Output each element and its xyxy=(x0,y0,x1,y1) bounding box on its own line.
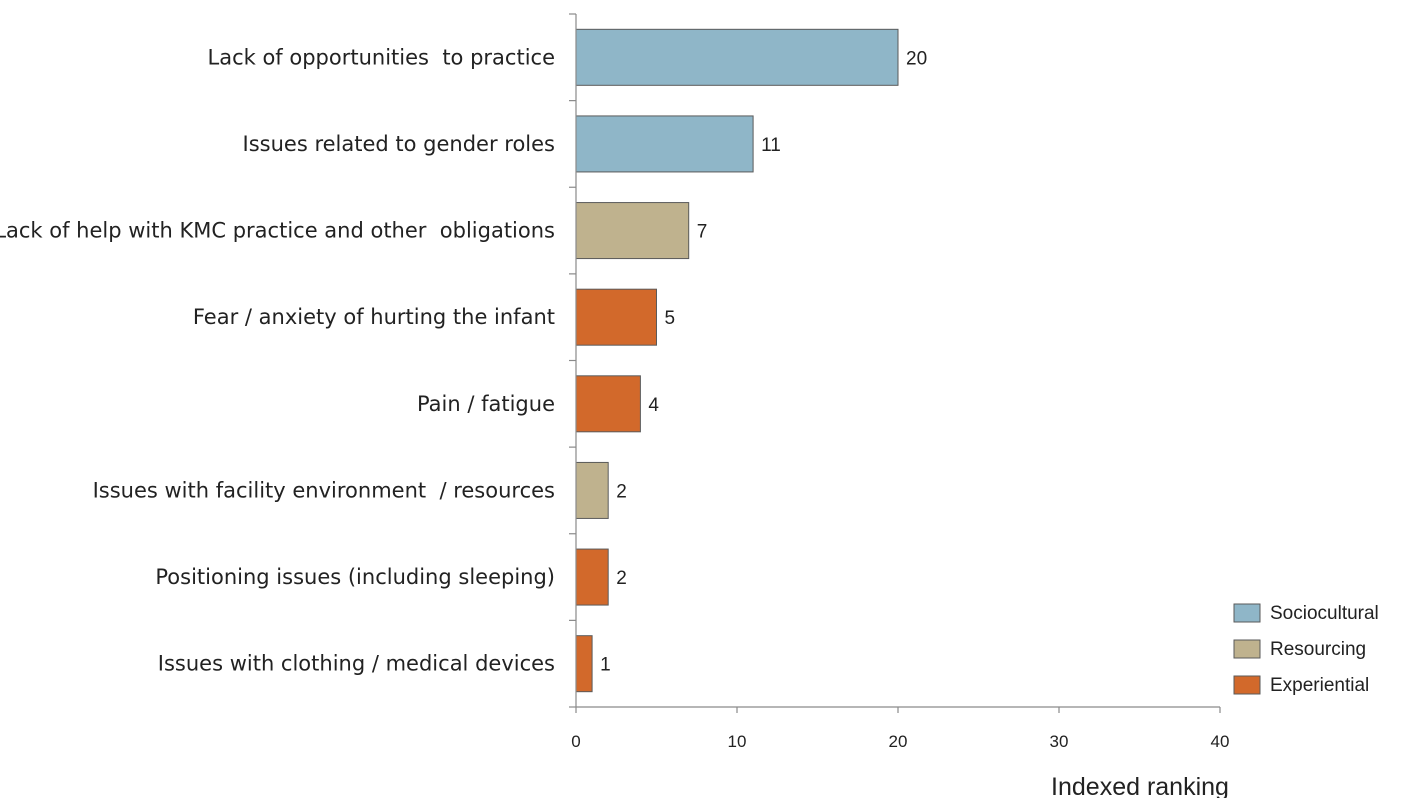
bar-6 xyxy=(575,461,609,519)
value-label-6: 2 xyxy=(616,481,627,502)
category-label-5: Pain / fatigue xyxy=(417,392,555,416)
category-label-8: Issues with clothing / medical devices xyxy=(158,652,555,676)
bars-layer xyxy=(575,28,899,693)
bar-8 xyxy=(575,635,593,693)
x-tick-label-30: 30 xyxy=(1050,732,1069,751)
x-axis-title: Indexed ranking xyxy=(1051,773,1229,798)
x-tick-label-10: 10 xyxy=(728,732,747,751)
value-label-5: 4 xyxy=(648,395,659,416)
value-label-2: 11 xyxy=(761,135,781,156)
value-label-7: 2 xyxy=(616,568,627,589)
legend-swatch-sociocultural xyxy=(1233,603,1261,623)
value-label-8: 1 xyxy=(600,655,611,676)
legend-label-resourcing: Resourcing xyxy=(1270,639,1366,660)
category-label-4: Fear / anxiety of hurting the infant xyxy=(193,305,555,329)
bar-7 xyxy=(575,548,609,606)
category-label-7: Positioning issues (including sleeping) xyxy=(155,565,555,589)
bar-5 xyxy=(575,375,641,433)
value-label-3: 7 xyxy=(697,222,708,243)
x-tick-label-0: 0 xyxy=(571,732,580,751)
legend-label-sociocultural: Sociocultural xyxy=(1270,603,1379,624)
bar-4 xyxy=(575,288,657,346)
legend: Sociocultural Resourcing Experiential xyxy=(1233,603,1379,696)
labels-layer: Lack of opportunities to practice 20 Issue… xyxy=(0,45,927,675)
bar-2 xyxy=(575,115,754,173)
value-label-4: 5 xyxy=(665,308,676,329)
category-label-2: Issues related to gender roles xyxy=(243,132,555,156)
value-label-1: 20 xyxy=(906,48,927,69)
bar-1 xyxy=(575,28,899,86)
bar-3 xyxy=(575,202,690,260)
category-label-6: Issues with facility environment / resou… xyxy=(93,478,555,502)
legend-swatch-resourcing xyxy=(1233,639,1261,659)
legend-swatch-experiential xyxy=(1233,675,1261,695)
category-label-3: Lack of help with KMC practice and other… xyxy=(0,219,555,243)
legend-label-experiential: Experiential xyxy=(1270,675,1369,696)
x-tick-label-20: 20 xyxy=(889,732,908,751)
category-label-1: Lack of opportunities to practice xyxy=(208,45,556,69)
x-tick-label-40: 40 xyxy=(1211,732,1230,751)
axes-layer: 0 10 20 30 40 xyxy=(569,13,1230,751)
